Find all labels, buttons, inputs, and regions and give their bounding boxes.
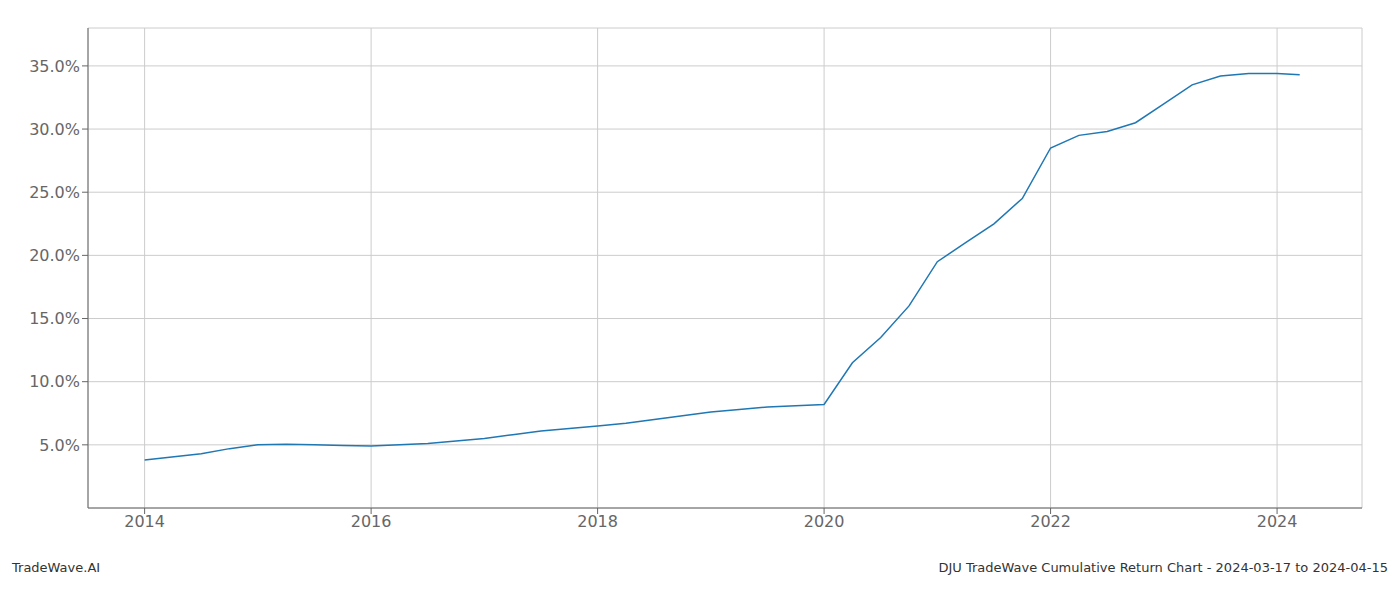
svg-text:2020: 2020	[804, 512, 845, 531]
svg-text:20.0%: 20.0%	[29, 246, 80, 265]
svg-text:35.0%: 35.0%	[29, 57, 80, 76]
svg-text:5.0%: 5.0%	[39, 436, 80, 455]
svg-text:25.0%: 25.0%	[29, 183, 80, 202]
svg-text:30.0%: 30.0%	[29, 120, 80, 139]
html-text:DJU TradeWave Cumulative Retur: DJU TradeWave Cumulative Return Chart - …	[938, 560, 1388, 575]
svg-text:2014: 2014	[124, 512, 165, 531]
svg-text:2016: 2016	[351, 512, 392, 531]
html-text:TradeWave.AI: TradeWave.AI	[12, 560, 101, 575]
svg-text:2018: 2018	[577, 512, 618, 531]
svg-text:10.0%: 10.0%	[29, 372, 80, 391]
svg-text:15.0%: 15.0%	[29, 309, 80, 328]
svg-text:2022: 2022	[1030, 512, 1071, 531]
svg-text:2024: 2024	[1257, 512, 1298, 531]
